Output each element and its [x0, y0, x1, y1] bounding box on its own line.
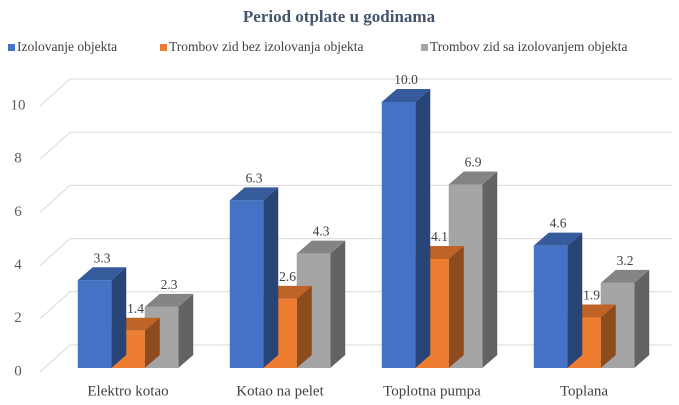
bar-side: [482, 171, 498, 368]
bar-group: [144, 293, 194, 368]
x-tick-label: Toplana: [560, 383, 608, 399]
legend-label: Trombov zid bez izolovanja objekta: [169, 39, 363, 54]
bar-side: [296, 285, 312, 368]
bar-group: [381, 89, 431, 368]
bar-side: [600, 304, 616, 368]
x-tick-label: Kotao na pelet: [236, 383, 324, 399]
bar: [381, 102, 416, 368]
data-label: 1.4: [127, 301, 144, 316]
data-label: 4.3: [313, 224, 330, 239]
bar: [229, 200, 264, 368]
data-label: 2.3: [161, 277, 178, 292]
legend-swatch: [421, 44, 428, 51]
legend-label: Izolovanje objekta: [17, 39, 117, 54]
data-label: 4.1: [431, 229, 448, 244]
grid-line: [39, 78, 672, 107]
legend-swatch: [160, 44, 167, 51]
bar-side: [330, 240, 346, 368]
data-label: 6.9: [465, 155, 482, 170]
bar-group: [600, 269, 650, 368]
y-tick-label: 6: [14, 204, 22, 220]
bar-side: [178, 293, 194, 368]
chart-title: Period otplate u godinama: [243, 7, 436, 26]
grid-line: [39, 131, 672, 160]
bar-side: [448, 245, 464, 368]
bar: [77, 280, 112, 368]
bar-top: [144, 293, 194, 307]
bar-top: [600, 269, 650, 283]
data-label: 1.9: [583, 288, 600, 303]
bar-group: [229, 187, 279, 368]
bar-top: [229, 187, 279, 201]
bar-top: [77, 267, 127, 281]
bar-top: [448, 171, 498, 185]
bar: [533, 245, 568, 368]
y-tick-label: 2: [14, 310, 22, 326]
y-tick-label: 0: [14, 363, 22, 379]
bar-side: [144, 317, 160, 368]
bar-group: [448, 171, 498, 368]
legend-swatch: [8, 44, 15, 51]
y-tick-label: 10: [11, 97, 26, 113]
bar-top: [533, 232, 583, 246]
data-label: 2.6: [279, 269, 296, 284]
x-tick-label: Elektro kotao: [87, 383, 168, 399]
bar-group: [77, 267, 127, 368]
bar-top: [381, 89, 431, 102]
bar-side: [415, 89, 431, 368]
bar-group: [533, 232, 583, 368]
legend-label: Trombov zid sa izolovanjem objekta: [430, 39, 627, 54]
x-tick-label: Toplotna pumpa: [383, 383, 481, 399]
y-tick-label: 8: [14, 151, 22, 167]
bar-side: [111, 267, 127, 368]
data-label: 3.2: [617, 253, 634, 268]
data-label: 10.0: [394, 72, 418, 87]
data-label: 3.3: [94, 250, 111, 265]
grid-line: [39, 184, 672, 213]
bar-side: [634, 269, 650, 368]
bar-top: [296, 240, 346, 254]
bar-side: [567, 232, 583, 368]
bar-side: [263, 187, 279, 368]
y-tick-label: 4: [14, 257, 22, 273]
data-label: 6.3: [246, 171, 263, 186]
data-label: 4.6: [550, 216, 567, 231]
